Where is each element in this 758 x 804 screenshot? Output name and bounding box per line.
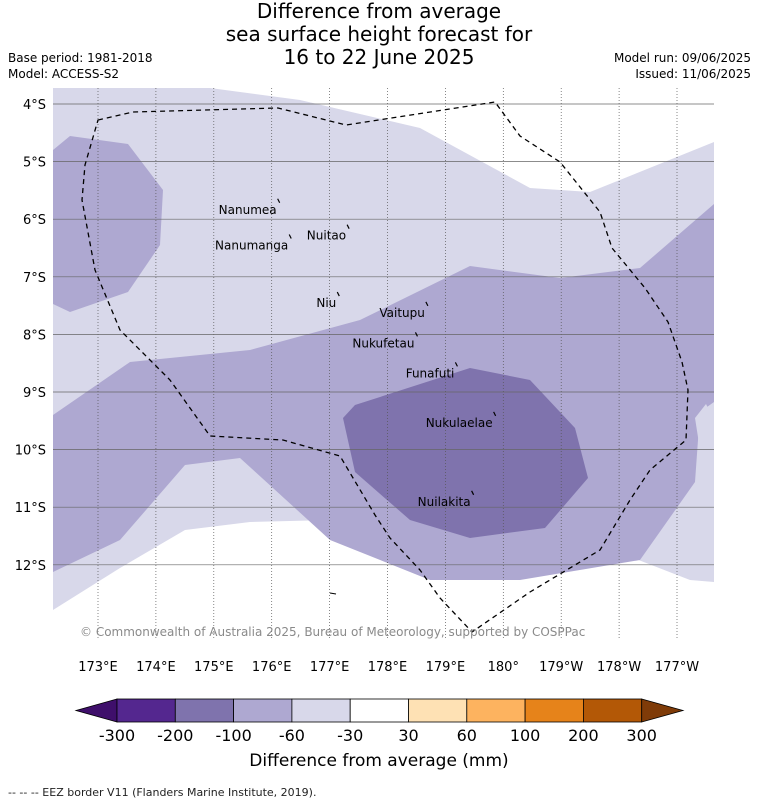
lon-tick-label: 175°E <box>194 660 234 675</box>
colorbar-tick-label: 30 <box>398 726 419 745</box>
copyright-notice: © Commonwealth of Australia 2025, Bureau… <box>80 625 585 639</box>
title-line-2: sea surface height forecast for <box>225 22 533 46</box>
anomaly-region-dark <box>343 368 588 538</box>
lat-tick-label: 8°S <box>23 328 46 343</box>
model-run: Model run: 09/06/2025 <box>613 51 751 65</box>
lon-tick-label: 173°E <box>78 660 118 675</box>
lon-tick-label: 179°E <box>426 660 466 675</box>
colorbar-bin <box>466 698 526 723</box>
colorbar-title: Difference from average (mm) <box>249 751 509 771</box>
colorbar-extend-low <box>74 698 118 723</box>
colorbar-bin <box>349 698 409 723</box>
lat-tick-label: 5°S <box>23 156 46 171</box>
lon-tick-label: 178°W <box>597 660 641 675</box>
island-marker <box>288 234 292 239</box>
island-label: Nuilakita <box>418 495 471 509</box>
colorbar-tick-label: -100 <box>215 726 252 745</box>
title-line-1: Difference from average <box>256 0 502 23</box>
lon-tick-label: 174°E <box>136 660 176 675</box>
colorbar <box>74 698 685 723</box>
colorbar-tick-label: -30 <box>337 726 364 745</box>
base-period: Base period: 1981-2018 <box>8 51 153 65</box>
colorbar-bin <box>233 698 293 723</box>
anomaly-fields <box>53 88 714 640</box>
colorbar-tick-label: 60 <box>456 726 477 745</box>
lat-tick-label: 4°S <box>23 98 46 113</box>
colorbar-tick-label: 100 <box>509 726 541 745</box>
island-marker <box>454 362 458 367</box>
colorbar-tick-label: -300 <box>98 726 136 745</box>
model-name: Model: ACCESS-S2 <box>8 67 120 81</box>
colorbar-tick-label: -200 <box>157 726 194 745</box>
lat-tick-label: 12°S <box>15 559 46 574</box>
lon-tick-label: 177°E <box>310 660 350 675</box>
island-marker <box>346 224 350 229</box>
colorbar-tick-label: -60 <box>278 726 305 745</box>
colorbar-bin <box>291 698 351 723</box>
longitude-tick-labels: 173°E 174°E 175°E 176°E 177°E 178°E 179°E 180° 1… <box>78 660 699 675</box>
anomaly-region-medium-west <box>53 136 163 312</box>
lat-tick-label: 10°S <box>15 444 46 459</box>
colorbar-tick-label: 300 <box>626 726 657 745</box>
colorbar-extend-high <box>641 698 685 723</box>
eez-border <box>81 101 689 633</box>
island-label: Funafuti <box>406 366 455 380</box>
island-marker <box>414 332 418 337</box>
island-label: Niu <box>316 296 336 310</box>
island-marker <box>277 198 281 204</box>
lon-tick-label: 179°W <box>539 660 583 675</box>
island-label: Vaitupu <box>379 306 425 320</box>
colorbar-bin <box>174 698 235 723</box>
lat-tick-label: 6°S <box>23 213 46 228</box>
map-grid <box>53 88 714 640</box>
colorbar-bin <box>408 698 468 723</box>
island-marker <box>336 291 340 297</box>
island-label: Nukufetau <box>352 336 414 350</box>
lon-tick-label: 176°E <box>252 660 292 675</box>
lon-tick-label: 180° <box>488 660 519 675</box>
island-label: Nukulaelae <box>426 416 493 430</box>
lat-tick-label: 11°S <box>15 501 46 516</box>
lat-tick-label: 9°S <box>23 386 46 401</box>
island-marker <box>493 411 497 417</box>
small-island-mark <box>329 592 337 595</box>
colorbar-bin <box>116 698 176 723</box>
colorbar-bin <box>583 698 643 723</box>
lon-tick-label: 178°E <box>368 660 408 675</box>
island-label: Nanumea <box>219 203 277 217</box>
island-marker <box>425 301 429 307</box>
eez-border-credit: -- -- -- EEZ border V11 (Flanders Marine… <box>8 786 317 799</box>
island-label: Nuitao <box>307 229 346 243</box>
title-line-3: 16 to 22 June 2025 <box>283 45 475 69</box>
colorbar-bin <box>524 698 584 723</box>
latitude-tick-labels: 4°S 5°S 6°S 7°S 8°S 9°S 10°S 11°S 12°S <box>15 98 46 574</box>
colorbar-tick-label: 200 <box>568 726 599 745</box>
sea-level-map: Nanumea Nuitao Nanumanga Niu Vaitupu Nukufeta… <box>15 88 714 675</box>
lon-tick-label: 177°W <box>655 660 699 675</box>
anomaly-region-neutral-east <box>695 404 714 480</box>
island-marker <box>471 490 475 496</box>
island-label: Nanumanga <box>215 238 288 252</box>
lat-tick-label: 7°S <box>23 271 46 286</box>
issued-date: Issued: 11/06/2025 <box>635 67 751 81</box>
island-labels: Nanumea Nuitao Nanumanga Niu Vaitupu Nukufeta… <box>215 198 497 509</box>
